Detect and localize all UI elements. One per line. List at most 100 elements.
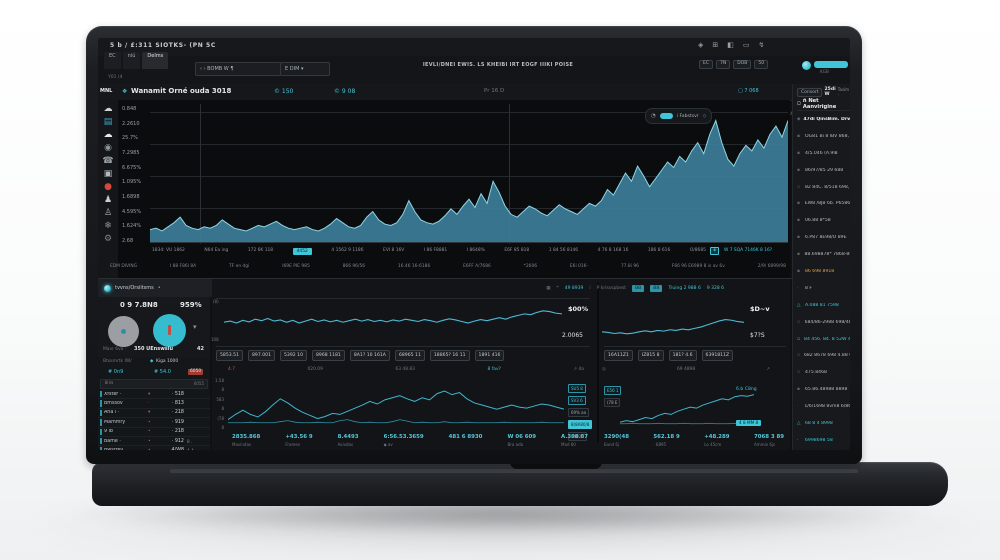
bottom-right-highlight-box[interactable]: 4 8 MM 8 (736, 420, 762, 427)
bell-icon[interactable]: ◉ (104, 143, 112, 153)
Bame ·[interactable]: Bame · • · 912 8 . (98, 437, 210, 447)
range-button[interactable]: 5392 10 (280, 350, 307, 361)
chart-badge[interactable]: SV3 6 (568, 396, 586, 405)
chart-badge[interactable]: 69% aa (568, 408, 590, 417)
sidebar-item[interactable]: ▪ 88.698878* 7868-884 (797, 252, 850, 258)
sidebar-item[interactable]: ▪ 06.88 8*58 (797, 218, 831, 224)
range-button[interactable]: 8968 1181 (312, 350, 345, 361)
x-tick[interactable]: O/8685 (689, 248, 706, 253)
Mammry[interactable]: Mammry • · 919 (98, 418, 210, 428)
snow-icon[interactable]: ❄ (104, 221, 112, 231)
tab[interactable]: niú (122, 52, 141, 69)
watchlist-search[interactable]: 8 in 6055 (100, 379, 208, 389)
watchlist-tab-2[interactable]: Kiga 1000 (156, 359, 179, 364)
cloud-user-icon[interactable]: ☁ (103, 104, 113, 114)
sidebar-item[interactable]: △ A.088 81 7598 (797, 302, 839, 308)
sidebar-item[interactable]: ▪ 6.P87 8E98/O 89E (797, 235, 847, 241)
record-icon[interactable]: ● (104, 182, 112, 192)
user-icon[interactable]: ♟ (103, 195, 113, 205)
toolbar-group-1[interactable]: ‹ › BOMB W ¶ (195, 62, 281, 76)
sidebar-item[interactable]: △ 68 8 4 8998 (797, 420, 833, 426)
range-button[interactable]: 897.001 (248, 350, 275, 361)
wifi-icon[interactable]: ◈ (698, 41, 704, 49)
battery-icon[interactable]: ▭ (742, 41, 750, 49)
Ana i ·[interactable]: Ana i · ▾ · 218 (98, 409, 210, 419)
sidebar-item[interactable]: ▪ EW8 /8JB 6b. P6586b (797, 201, 850, 207)
toolbar-group-2[interactable]: E DIM ▾ (280, 62, 330, 76)
toolbar-chip[interactable]: DOB (733, 60, 752, 69)
x-tick[interactable]: N64 Ea ing (204, 248, 229, 253)
chart-badge[interactable]: SU5 8 (568, 384, 586, 393)
range-button[interactable]: 6391811Z (701, 350, 734, 361)
sidebar-item[interactable]: ▫ 82 84C. 8/518 698, (797, 184, 850, 190)
mid-control[interactable]: Truing 2 988 6 (668, 285, 701, 291)
avatar[interactable] (802, 61, 811, 70)
9 ib[interactable]: 9 ib • · 218 (98, 428, 210, 437)
sidebar-item[interactable]: ▫ 682 8678 698 4.88 65/88 (797, 353, 850, 359)
range-button[interactable]: 68965 11 (394, 350, 425, 361)
sidebar-item[interactable]: ◆ 47di QinsBim. Drwp Ovsds (797, 116, 850, 122)
bottom-left-chart[interactable] (228, 378, 564, 430)
watchlist-tab-1[interactable]: Btosmrtk IW/ (103, 359, 132, 364)
sparkline-left[interactable] (224, 304, 562, 342)
sidebar-item[interactable]: ▪ 65.86.48988 8898 (797, 387, 848, 393)
menu-button[interactable]: MNL (100, 88, 113, 94)
gauge-dial-teal[interactable] (153, 314, 186, 347)
Xfster ·[interactable]: Xfster · ▾ · 518 (98, 390, 210, 400)
chevron-down-icon[interactable]: ▾ (193, 323, 197, 331)
gauge-dial-gray[interactable] (108, 316, 139, 347)
chart-badge[interactable]: E56 1 (604, 386, 622, 395)
mid-control[interactable]: i (589, 285, 591, 291)
sidebar-item[interactable]: · 8 F (797, 285, 813, 291)
folder-icon[interactable]: ▤ (103, 117, 113, 127)
sidebar-item[interactable]: ▪ OG81 Bi 8 IBV 868, (797, 133, 849, 139)
range-button[interactable]: 5853.51 (216, 350, 243, 361)
x-tick[interactable]: 186 8 616 (647, 248, 671, 253)
toolbar-chip[interactable]: EC (699, 60, 713, 69)
range-button[interactable]: 1891 416 (474, 350, 505, 361)
mid-control[interactable]: P krissspbest (596, 285, 627, 291)
sidebar-item[interactable]: ▫ 684/86-2988 698/488 (797, 319, 850, 325)
display-icon[interactable]: ◧ (727, 41, 734, 49)
x-tick[interactable]: I 86 F8881 (423, 248, 448, 253)
range-button[interactable]: IZ815 8 (637, 350, 664, 361)
mid-control[interactable]: BB (650, 284, 663, 292)
bottom-right-chart[interactable] (620, 378, 754, 430)
cast-icon[interactable]: ⊞ (712, 41, 719, 49)
main-price-chart[interactable] (150, 104, 788, 242)
sidebar-item[interactable]: · 1/6/1698 8vm8 6/8698 (797, 404, 850, 410)
x-tick[interactable]: 4 1562 9 1186 (331, 248, 364, 253)
mid-control[interactable]: BB (632, 284, 645, 292)
camera-icon[interactable]: ▣ (103, 169, 113, 179)
settings-icon[interactable]: ⚙ (103, 234, 113, 244)
cta-button[interactable] (814, 61, 848, 68)
signal-icon[interactable]: ↯ (758, 41, 765, 49)
user2-icon[interactable]: ♙ (103, 208, 113, 218)
Bmssov[interactable]: Bmssov · · 813 (98, 399, 210, 409)
x-tick[interactable]: 4452 (292, 248, 312, 255)
range-button[interactable]: 181? 4.6 (668, 350, 697, 361)
tab[interactable]: Delms (142, 52, 169, 69)
phone-icon[interactable]: ☎ (102, 156, 114, 166)
sidebar-item[interactable]: ▫ 84 456. 84. 8 52W 45.88 (797, 336, 850, 342)
x-tick[interactable]: 1834: VU 1862 (152, 248, 185, 253)
range-button[interactable]: 18865? 16 11 (429, 350, 470, 361)
chart-badge[interactable]: 64025 (568, 432, 587, 441)
x-tick[interactable]: EVI 8 16V (383, 248, 405, 253)
header-badge[interactable]: ▢ 7 068 (738, 88, 759, 94)
mid-control[interactable]: * (556, 285, 559, 291)
range-button[interactable]: 16A11Z1 (604, 350, 633, 361)
chart-legend[interactable]: ◔ i Fabstsvr ◇ (645, 108, 713, 124)
sidebar-chip[interactable]: Consort (797, 87, 823, 97)
toolbar-chip[interactable]: 7N (716, 60, 731, 69)
x-tick[interactable]: 1 84 56 8146 (548, 248, 579, 253)
Bwstrev[interactable]: Bwstrev • 4/W8 A.A (98, 446, 210, 450)
cloud-alert-icon[interactable]: ☁ (103, 130, 113, 140)
sidebar-mid-label[interactable]: Tasim · (837, 87, 850, 97)
sidebar-item[interactable]: ▪ 86/97/85 29 688 (797, 167, 844, 173)
sidebar-item[interactable]: ▫ 475.8468 (797, 370, 827, 376)
mid-control[interactable]: ▦ (546, 285, 551, 291)
x-tick[interactable]: 4 76 8 168 16 (597, 248, 629, 253)
x-tick[interactable]: I 8648% (466, 248, 485, 253)
toolbar-chip[interactable]: 50 (754, 60, 769, 69)
